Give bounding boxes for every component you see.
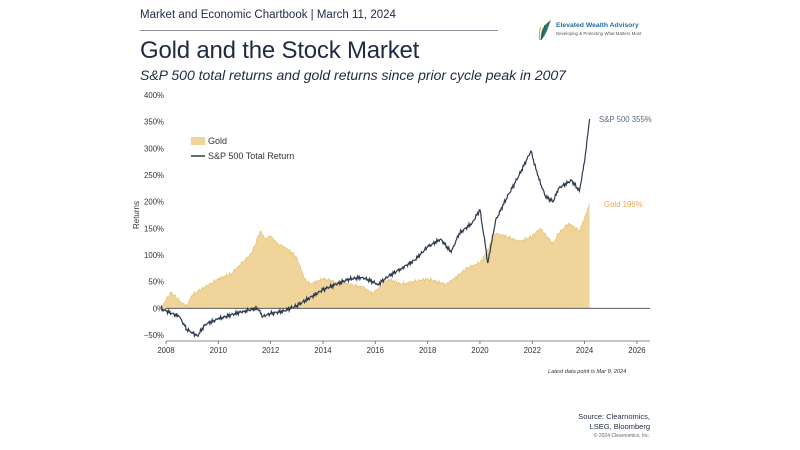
x-tick-label: 2018: [419, 346, 436, 355]
source-line-1: Source: Clearnomics,: [578, 412, 650, 421]
x-tick-label: 2014: [314, 346, 332, 355]
leaf-logo-icon: [538, 20, 551, 41]
header-divider: [140, 30, 498, 31]
latest-data-note: Latest data point is Mar 8, 2024: [548, 369, 627, 375]
x-tick-label: 2008: [157, 346, 174, 355]
company-logo: Elevated Wealth Advisory Developing & Pr…: [538, 18, 658, 44]
x-tick-label: 2022: [524, 346, 541, 355]
y-tick-label: 150%: [144, 224, 164, 233]
y-tick-label: 200%: [144, 198, 164, 207]
gold-end-label: Gold 196%: [604, 200, 643, 209]
x-tick-label: 2024: [576, 346, 594, 355]
source-credit: Source: Clearnomics, LSEG, Bloomberg: [578, 412, 650, 432]
copyright: © 2024 Clearnomics, Inc.: [593, 433, 650, 439]
x-tick-label: 2012: [262, 346, 279, 355]
y-tick-label: 400%: [144, 91, 164, 100]
x-tick-label: 2010: [210, 346, 228, 355]
y-axis-title: Returns: [132, 201, 141, 229]
legend-label-gold: Gold: [208, 136, 227, 146]
sp500-end-label: S&P 500 355%: [599, 115, 652, 124]
chart-title: Gold and the Stock Market: [140, 37, 420, 64]
sp500-series-line: [160, 118, 591, 338]
source-line-2: LSEG, Bloomberg: [589, 422, 650, 431]
y-tick-label: 100%: [144, 251, 164, 260]
chart-subtitle: S&P 500 total returns and gold returns s…: [140, 67, 566, 83]
logo-tagline: Developing & Protecting What Matters Mos…: [556, 31, 642, 36]
y-tick-label: 50%: [148, 278, 164, 287]
y-tick-label: 0%: [153, 304, 164, 313]
y-tick-label: 350%: [144, 118, 164, 127]
y-tick-label: 250%: [144, 171, 164, 180]
gold-series-line: [160, 203, 590, 309]
x-tick-label: 2026: [628, 346, 645, 355]
logo-name: Elevated Wealth Advisory: [556, 22, 639, 29]
legend-label-sp500: S&P 500 Total Return: [208, 151, 294, 161]
legend-swatch-gold: [191, 137, 205, 145]
chartbook-header: Market and Economic Chartbook | March 11…: [140, 9, 396, 21]
y-tick-label: −50%: [144, 331, 164, 340]
gold-area: [160, 203, 590, 309]
x-tick-label: 2020: [471, 346, 489, 355]
y-tick-label: 300%: [144, 144, 164, 153]
x-tick-label: 2016: [367, 346, 384, 355]
